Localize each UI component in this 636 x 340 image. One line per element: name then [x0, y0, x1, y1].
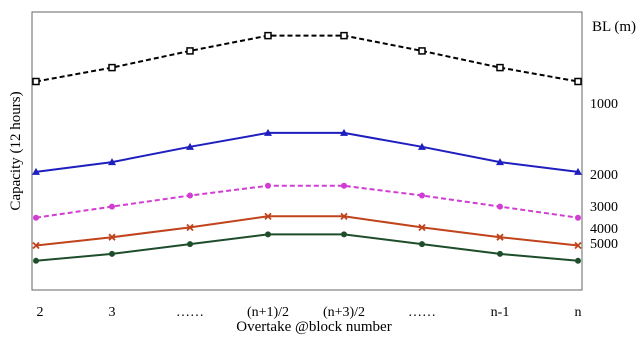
data-point: [419, 241, 425, 248]
data-point: [341, 182, 347, 189]
right-axis-label: 3000: [590, 200, 618, 215]
data-point: [108, 63, 116, 72]
data-point: [109, 203, 115, 210]
data-point: [265, 182, 271, 189]
series-layer: [32, 31, 582, 264]
data-point: [340, 31, 348, 40]
x-tick-labels: 2 3 …… (n+1)/2 (n+3)/2 …… n-1 n: [37, 305, 582, 320]
series-3: [33, 182, 581, 221]
data-point: [186, 223, 194, 232]
data-point: [575, 214, 581, 221]
series-2: [32, 128, 582, 175]
data-point: [186, 47, 194, 55]
data-point: [32, 77, 40, 86]
series-1: [32, 31, 582, 86]
data-point: [186, 142, 194, 150]
data-point: [340, 128, 348, 136]
x-axis-title: Overtake @block number: [236, 319, 391, 335]
data-point: [108, 158, 116, 166]
data-point: [264, 128, 272, 136]
series-line: [35, 184, 579, 219]
x-tick-label: (n+1)/2: [247, 305, 289, 320]
data-point: [33, 214, 39, 221]
data-point: [574, 77, 582, 86]
data-point: [33, 257, 39, 264]
data-point: [265, 231, 271, 238]
data-point: [496, 158, 504, 166]
data-point: [418, 142, 426, 150]
data-point: [575, 257, 581, 264]
plot-area-frame: [31, 11, 583, 291]
x-tick-label: n-1: [491, 305, 510, 320]
data-point: [497, 203, 503, 210]
x-tick-label: 3: [109, 305, 116, 320]
data-point: [574, 241, 582, 250]
data-point: [341, 231, 347, 238]
data-point: [108, 233, 116, 241]
series-4: [32, 212, 582, 250]
x-tick-label: n: [575, 305, 582, 320]
data-point: [419, 192, 425, 199]
right-axis-label: 5000: [590, 237, 618, 252]
series-line: [35, 34, 579, 83]
right-axis-title: BL (m): [592, 19, 636, 35]
x-tick-label: ……: [176, 305, 204, 320]
series-line: [35, 233, 579, 262]
series-5: [33, 231, 581, 264]
data-point: [187, 241, 193, 248]
data-point: [418, 47, 426, 55]
data-point: [264, 212, 272, 220]
series-line: [35, 215, 579, 247]
data-point: [32, 241, 40, 250]
right-axis-label: 4000: [590, 222, 618, 237]
data-point: [340, 212, 348, 220]
data-point: [32, 167, 40, 175]
data-point: [187, 192, 193, 199]
data-point: [418, 223, 426, 232]
series-line: [35, 131, 579, 173]
right-axis-label: 2000: [590, 168, 618, 183]
data-point: [574, 167, 582, 175]
x-tick-label: 2: [37, 305, 44, 320]
x-tick-label: (n+3)/2: [323, 305, 365, 320]
data-point: [496, 63, 504, 72]
right-axis-label: 1000: [590, 97, 618, 112]
x-tick-label: ……: [408, 305, 436, 320]
data-point: [497, 250, 503, 257]
data-point: [496, 233, 504, 241]
data-point: [109, 250, 115, 257]
data-point: [264, 31, 272, 40]
y-axis-title: Capacity (12 hours): [8, 91, 24, 210]
